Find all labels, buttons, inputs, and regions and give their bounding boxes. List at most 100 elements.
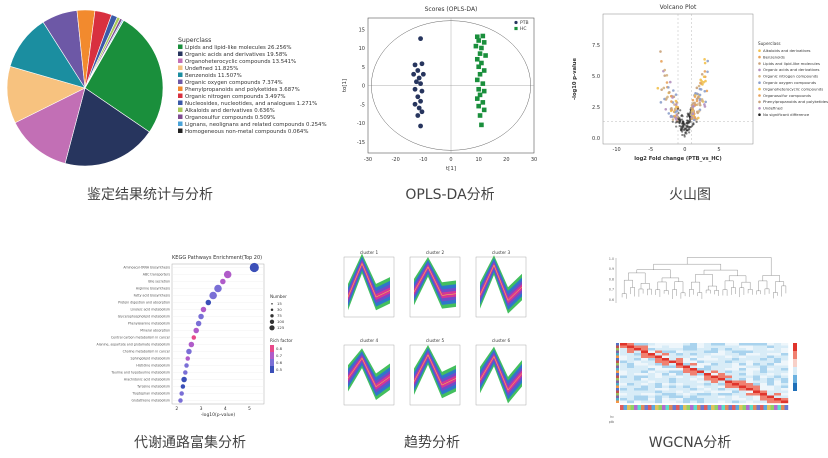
wgcna-heat-cell-23-1 bbox=[627, 400, 635, 404]
volcano-point-249 bbox=[691, 105, 695, 108]
wgcna-heat-cell-6-6 bbox=[662, 358, 670, 361]
opls-ytick-2: 5 bbox=[362, 65, 365, 71]
wgcna-heat-cell-19-11 bbox=[697, 390, 705, 394]
wgcna-dend-link-28 bbox=[758, 280, 768, 291]
wgcna-scale-3 bbox=[793, 367, 797, 375]
wgcna-heat-cell-21-9 bbox=[683, 395, 691, 399]
wgcna-row-strip-18 bbox=[616, 388, 619, 391]
wgcna-heat-cell-21-2 bbox=[634, 395, 642, 399]
wgcna-heat-cell-0-6 bbox=[662, 343, 670, 346]
wgcna-heat-cell-14-16 bbox=[732, 378, 740, 381]
volcano-point-247 bbox=[691, 98, 695, 102]
volcano-point-223 bbox=[670, 100, 673, 103]
wgcna-heat-cell-6-7 bbox=[669, 358, 677, 361]
wgcna-heat-cell-11-17 bbox=[739, 370, 747, 374]
kegg-dot-0 bbox=[249, 262, 259, 273]
volcano-point-156 bbox=[687, 127, 691, 130]
wgcna-heat-cell-21-1 bbox=[627, 395, 635, 399]
wgcna-heat-cell-16-9 bbox=[683, 383, 691, 386]
wgcna-heat-cell-16-3 bbox=[641, 383, 649, 386]
opls-point-HC-3 bbox=[481, 40, 487, 45]
wgcna-heat-cell-12-16 bbox=[732, 373, 740, 376]
kegg-color-legend-swatch-0 bbox=[270, 345, 274, 352]
volcano-point-210 bbox=[697, 116, 700, 120]
wgcna-heat-cell-17-21 bbox=[767, 385, 775, 389]
wgcna-heat-cell-1-23 bbox=[781, 345, 789, 349]
volcano-xtick-0: -10 bbox=[613, 147, 621, 153]
wgcna-heat-cell-12-13 bbox=[711, 373, 719, 376]
wgcna-heat-cell-14-6 bbox=[662, 378, 670, 381]
wgcna-heat-cell-10-22 bbox=[774, 368, 782, 371]
wgcna-heat-cell-16-16 bbox=[732, 383, 740, 386]
wgcna-heat-cell-9-15 bbox=[725, 365, 733, 369]
wgcna-heat-cell-13-17 bbox=[739, 375, 747, 379]
volcano-point-118 bbox=[671, 118, 675, 121]
wgcna-heat-cell-4-11 bbox=[697, 353, 705, 356]
kegg-pathway-label-6: Linoleic acid metabolism bbox=[130, 308, 170, 312]
wgcna-heat-cell-13-5 bbox=[655, 375, 663, 379]
wgcna-heat-cell-22-4 bbox=[648, 398, 656, 401]
wgcna-heat-cell-15-16 bbox=[732, 380, 740, 384]
volcano-point-174 bbox=[700, 80, 704, 83]
kegg-pathway-label-14: Histidine metabolism bbox=[136, 364, 170, 368]
wgcna-heat-cell-16-6 bbox=[662, 383, 670, 386]
wgcna-dend-tick-2: 0.8 bbox=[609, 277, 614, 281]
volcano-point-170 bbox=[670, 107, 673, 110]
volcano-point-215 bbox=[671, 120, 674, 123]
wgcna-heat-cell-18-3 bbox=[641, 388, 649, 391]
volcano-point-254 bbox=[660, 88, 663, 91]
wgcna-heat-cell-9-5 bbox=[655, 365, 663, 369]
wgcna-heat-cell-7-13 bbox=[711, 360, 719, 364]
trend-mean-line-4 bbox=[413, 354, 457, 386]
wgcna-heat-cell-9-10 bbox=[690, 365, 698, 369]
kegg-size-legend-title: Number bbox=[270, 294, 287, 299]
opls-point-HC-8 bbox=[474, 56, 480, 62]
volcano-point-158 bbox=[659, 50, 662, 53]
opls-chart: Scores (OPLS-DA) -30 -20 -10 0 10 20 30 15 10 5 0 -5… bbox=[342, 6, 537, 172]
wgcna-heat-cell-20-17 bbox=[739, 393, 747, 396]
wgcna-heat-cell-22-12 bbox=[704, 398, 712, 401]
pie-legend-swatch-12 bbox=[178, 128, 183, 133]
wgcna-heat-cell-2-3 bbox=[641, 348, 649, 351]
wgcna-heat-cell-8-19 bbox=[753, 363, 761, 366]
pie-legend-swatch-6 bbox=[178, 86, 183, 91]
wgcna-heat-cell-14-14 bbox=[718, 378, 726, 381]
wgcna-heat-cell-20-15 bbox=[725, 393, 733, 396]
volcano-legend-marker-8 bbox=[758, 100, 761, 104]
volcano-legend-title: Superclass bbox=[758, 41, 781, 46]
wgcna-heat-cell-3-21 bbox=[767, 350, 775, 354]
wgcna-row-strip-17 bbox=[616, 385, 619, 388]
wgcna-heat-cell-2-10 bbox=[690, 348, 698, 351]
wgcna-heat-cell-20-22 bbox=[774, 393, 782, 396]
wgcna-heat-cell-16-23 bbox=[781, 383, 789, 386]
pie-legend-title: Superclass bbox=[178, 37, 211, 44]
wgcna-dend-link-14 bbox=[739, 287, 745, 298]
wgcna-heat-cell-7-0 bbox=[620, 360, 628, 364]
wgcna-col-strip-29 bbox=[721, 405, 726, 410]
wgcna-dend-link-22 bbox=[657, 281, 667, 291]
wgcna-heat-cell-21-0 bbox=[620, 395, 628, 399]
wgcna-heat-cell-7-3 bbox=[641, 360, 649, 364]
wgcna-heat-cell-0-12 bbox=[704, 343, 712, 346]
wgcna-heat-cell-15-7 bbox=[669, 380, 677, 384]
wgcna-heat-cell-14-23 bbox=[781, 378, 789, 381]
wgcna-heat-cell-16-12 bbox=[704, 383, 712, 386]
wgcna-heat-cell-21-13 bbox=[711, 395, 719, 399]
trend-panel: cluster 1 cluster 2 cluster 3 cluster 4 clus… bbox=[332, 245, 532, 425]
wgcna-heat-cell-2-7 bbox=[669, 348, 677, 351]
opls-xtick-1: -20 bbox=[392, 157, 400, 163]
volcano-point-253 bbox=[688, 112, 691, 115]
kegg-dot-3 bbox=[214, 284, 222, 293]
wgcna-heat-cell-14-18 bbox=[746, 378, 754, 381]
wgcna-row-strip-23 bbox=[616, 400, 619, 403]
wgcna-heat-cell-8-12 bbox=[704, 363, 712, 366]
wgcna-heat-cell-14-17 bbox=[739, 378, 747, 381]
wgcna-heat-cell-12-5 bbox=[655, 373, 663, 376]
wgcna-col-strip-23 bbox=[700, 405, 705, 410]
wgcna-heat-cell-1-11 bbox=[697, 345, 705, 349]
opls-ytick-4: -5 bbox=[360, 102, 365, 108]
wgcna-heat-cell-23-3 bbox=[641, 400, 649, 404]
wgcna-col-strip-35 bbox=[742, 405, 747, 410]
wgcna-heat-cell-17-15 bbox=[725, 385, 733, 389]
wgcna-heat-cell-7-21 bbox=[767, 360, 775, 364]
